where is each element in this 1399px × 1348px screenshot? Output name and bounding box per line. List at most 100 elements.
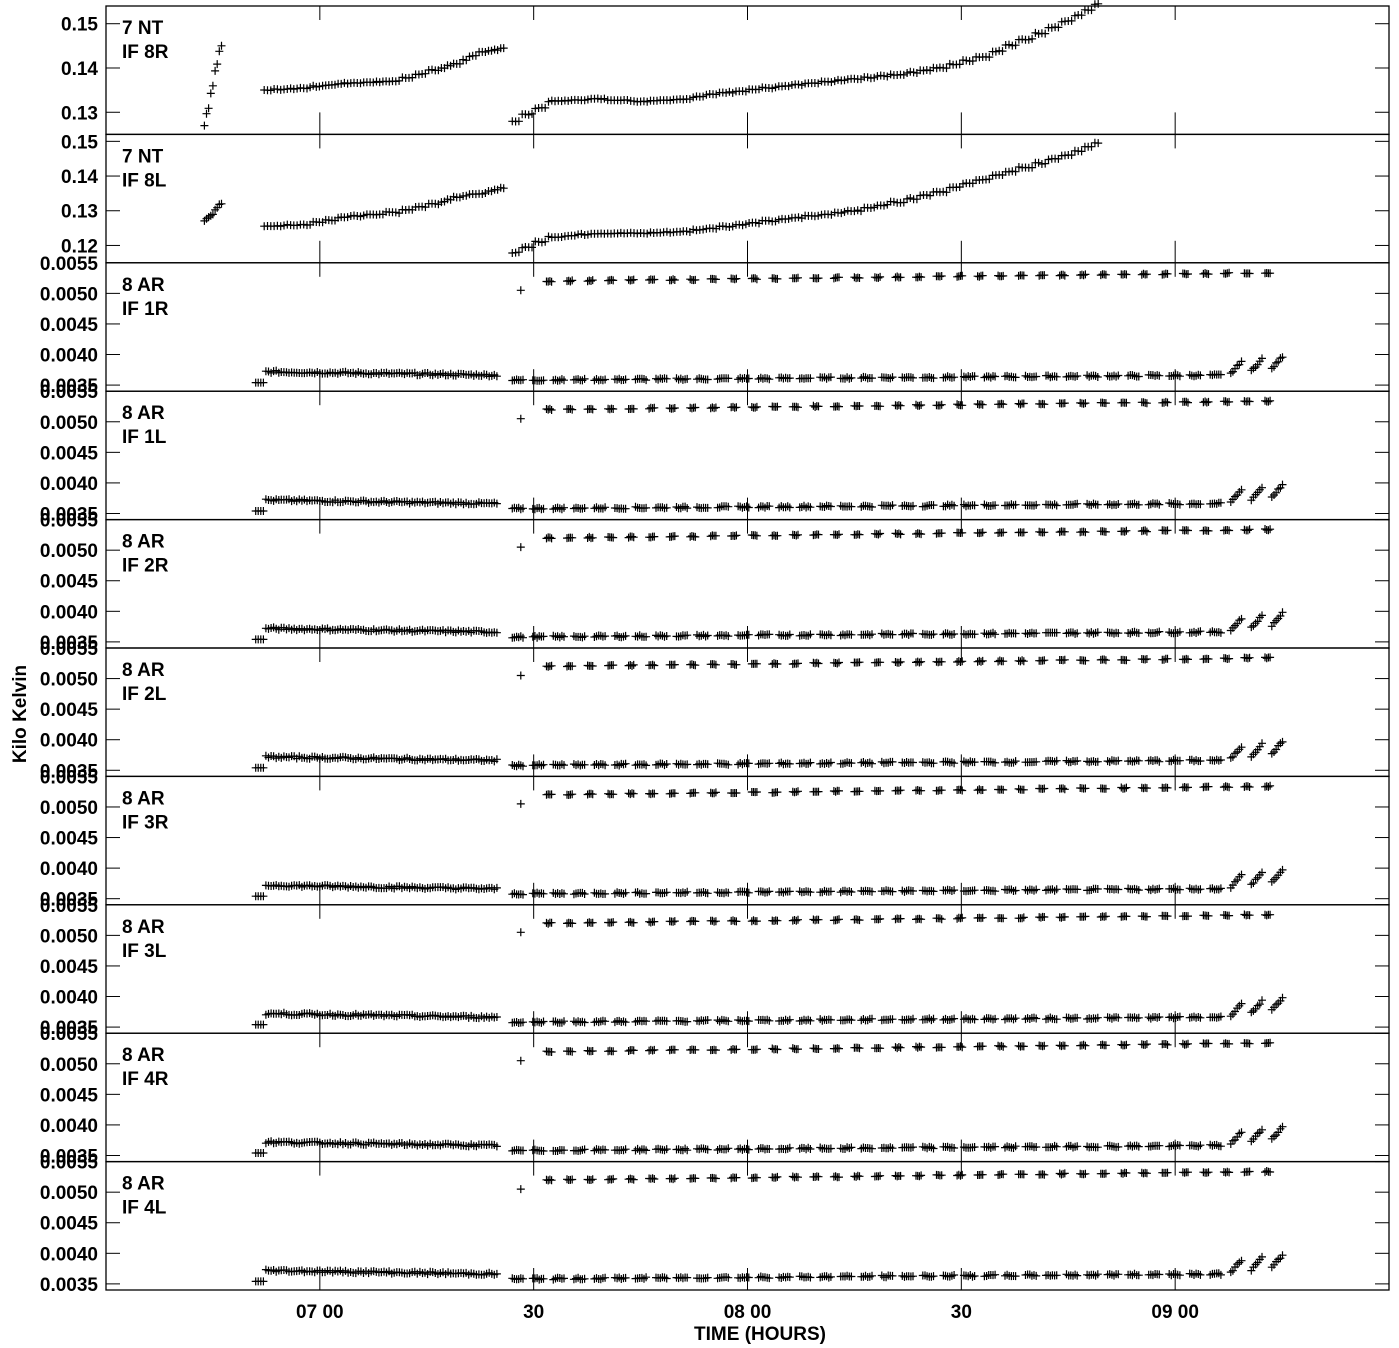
data-point bbox=[1134, 500, 1143, 509]
data-point bbox=[937, 529, 946, 538]
data-point bbox=[785, 887, 794, 896]
data-point bbox=[613, 631, 622, 640]
data-point bbox=[935, 914, 944, 923]
data-point bbox=[557, 505, 566, 514]
data-point bbox=[899, 198, 908, 207]
data-point bbox=[1030, 1271, 1038, 1280]
data-point bbox=[991, 372, 1000, 381]
y-tick-label: 0.15 bbox=[61, 132, 98, 153]
data-point bbox=[728, 88, 737, 97]
data-point bbox=[765, 375, 774, 384]
data-point bbox=[1237, 743, 1246, 752]
data-point bbox=[519, 375, 527, 384]
y-tick-label: 0.0055 bbox=[40, 639, 99, 660]
data-point bbox=[1155, 627, 1164, 636]
data-point bbox=[1134, 886, 1143, 895]
data-point bbox=[909, 1014, 917, 1023]
data-point bbox=[1249, 1006, 1258, 1015]
panel-if-label: IF 1R bbox=[122, 299, 169, 320]
data-point bbox=[1042, 886, 1050, 895]
x-axis: 07 00 30 08 00 30 09 00 bbox=[296, 1302, 1199, 1323]
data-point bbox=[583, 95, 592, 104]
y-tick-label: 0.15 bbox=[61, 15, 98, 36]
data-point bbox=[631, 761, 640, 770]
data-point bbox=[785, 1015, 794, 1024]
data-point bbox=[975, 785, 984, 794]
data-point bbox=[816, 1015, 825, 1024]
data-point bbox=[703, 375, 712, 384]
data-point bbox=[978, 400, 987, 409]
data-point bbox=[937, 786, 946, 795]
data-point bbox=[1132, 1141, 1141, 1150]
data-markers bbox=[251, 268, 1287, 387]
panel-if-label: IF 3L bbox=[122, 941, 167, 962]
data-markers bbox=[251, 1038, 1287, 1157]
data-point bbox=[683, 760, 692, 769]
data-point bbox=[568, 405, 577, 414]
data-point bbox=[1233, 619, 1242, 628]
data-point bbox=[1225, 397, 1234, 406]
y-tick-label: 0.0045 bbox=[40, 829, 99, 850]
data-point bbox=[621, 375, 630, 384]
data-point bbox=[1216, 756, 1225, 764]
data-point bbox=[568, 533, 577, 542]
data-point bbox=[1225, 911, 1234, 920]
data-point bbox=[1155, 1013, 1164, 1021]
data-point bbox=[909, 758, 917, 767]
data-point bbox=[1081, 1169, 1090, 1178]
data-point bbox=[1073, 756, 1082, 765]
data-point bbox=[888, 373, 897, 382]
data-point bbox=[752, 402, 761, 411]
data-point bbox=[683, 1017, 692, 1026]
data-point bbox=[752, 917, 761, 926]
data-point bbox=[528, 109, 536, 118]
data-point bbox=[728, 222, 737, 231]
panel-antenna-label: 8 AR bbox=[122, 660, 165, 681]
data-point bbox=[835, 658, 843, 667]
data-point bbox=[682, 227, 691, 236]
data-point bbox=[978, 1042, 987, 1051]
data-point bbox=[768, 84, 777, 93]
data-point bbox=[978, 528, 987, 537]
data-point bbox=[1032, 1014, 1041, 1023]
data-point bbox=[1226, 1012, 1235, 1021]
data-point bbox=[855, 402, 864, 410]
data-point bbox=[648, 660, 657, 669]
data-point bbox=[1094, 0, 1103, 8]
data-point bbox=[1028, 163, 1037, 172]
data-point bbox=[1089, 1270, 1098, 1279]
data-point bbox=[568, 662, 577, 671]
data-point bbox=[1130, 757, 1139, 766]
data-point bbox=[685, 95, 694, 104]
data-point bbox=[1087, 142, 1096, 151]
data-point bbox=[560, 503, 568, 512]
data-point bbox=[1011, 167, 1020, 176]
data-point bbox=[580, 632, 589, 641]
panel-antenna-label: 8 AR bbox=[122, 403, 165, 424]
data-point bbox=[703, 631, 712, 640]
data-point bbox=[999, 271, 1008, 280]
data-point bbox=[937, 657, 946, 666]
data-point bbox=[826, 373, 835, 382]
data-point bbox=[1030, 501, 1038, 510]
data-point bbox=[929, 1014, 938, 1023]
data-point bbox=[421, 203, 430, 212]
data-point bbox=[578, 1017, 587, 1026]
data-point bbox=[958, 786, 967, 795]
data-point bbox=[642, 1017, 651, 1026]
data-point bbox=[985, 175, 994, 184]
data-point bbox=[568, 919, 577, 928]
data-point bbox=[814, 787, 823, 796]
data-point bbox=[542, 1047, 551, 1056]
data-point bbox=[794, 787, 802, 796]
data-point bbox=[999, 657, 1008, 666]
data-point bbox=[1028, 34, 1037, 43]
data-point bbox=[929, 887, 938, 896]
data-point bbox=[587, 277, 595, 285]
data-point bbox=[773, 531, 782, 540]
data-point bbox=[514, 117, 523, 126]
data-point bbox=[662, 374, 671, 383]
data-point bbox=[609, 661, 618, 670]
data-point bbox=[1089, 499, 1098, 508]
data-point bbox=[539, 1017, 548, 1026]
